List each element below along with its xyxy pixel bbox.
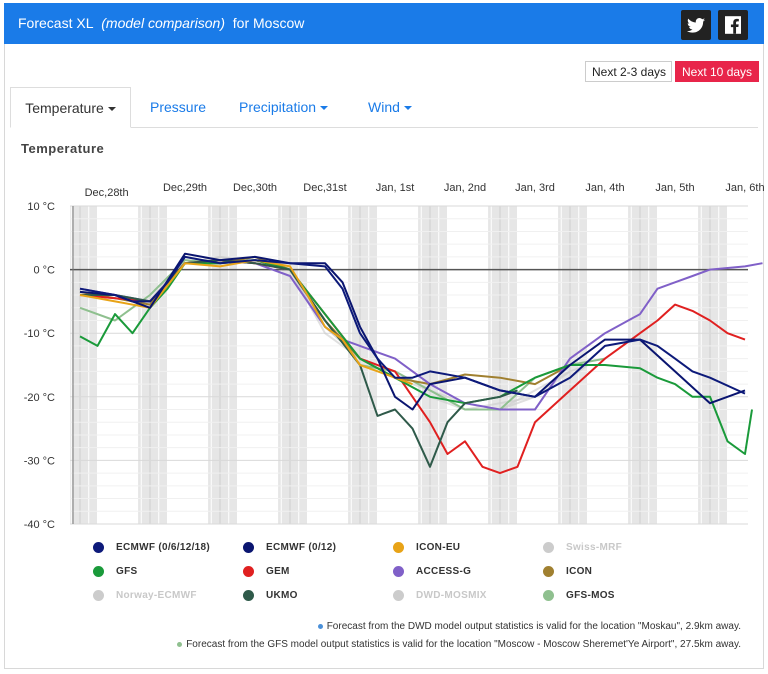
chart-section-title: Temperature: [21, 141, 105, 156]
legend-dot-icon: [93, 566, 104, 577]
legend-label: GFS: [116, 566, 138, 577]
legend-item-ecmwf-0-12-[interactable]: ECMWF (0/12): [243, 542, 336, 553]
title-prefix: Forecast XL: [18, 15, 94, 31]
x-tick-label: Jan, 6th: [725, 182, 764, 194]
gfs-note-text: Forecast from the GFS model output stati…: [186, 639, 741, 650]
y-tick-label: -10 °C: [24, 328, 55, 340]
night-band: [418, 206, 448, 524]
legend-label: Swiss-MRF: [566, 542, 623, 553]
night-band: [208, 206, 238, 524]
y-tick-label: -20 °C: [24, 392, 55, 404]
night-band: [628, 206, 658, 524]
y-tick-label: -30 °C: [24, 455, 55, 467]
night-band: [488, 206, 518, 524]
legend-item-norway-ecmwf[interactable]: Norway-ECMWF: [93, 590, 197, 601]
title-italic: (model comparison): [101, 15, 225, 31]
next-10-days-button[interactable]: Next 10 days: [675, 61, 759, 82]
facebook-icon: [725, 16, 741, 34]
series-line-ecmwf-0-6-12-18-: [79, 255, 746, 398]
chevron-down-icon: [320, 106, 329, 111]
legend-dot-icon: [93, 590, 104, 601]
legend-label: Norway-ECMWF: [116, 590, 197, 601]
night-band: [278, 206, 308, 524]
legend-label: ECMWF (0/12): [266, 542, 337, 553]
legend-label: ACCESS-G: [416, 566, 472, 577]
legend-label: ICON-EU: [416, 542, 461, 553]
y-tick-label: 10 °C: [27, 201, 55, 213]
legend-label: ECMWF (0/6/12/18): [116, 542, 211, 553]
night-band: [138, 206, 168, 524]
night-band: [70, 206, 98, 524]
page-title: Forecast XL (model comparison) for Mosco…: [18, 15, 304, 31]
legend-dot-icon: [243, 542, 254, 553]
tab-precipitation-label: Precipitation: [239, 99, 317, 115]
legend-item-swiss-mrf[interactable]: Swiss-MRF: [543, 542, 622, 553]
legend-item-access-g[interactable]: ACCESS-G: [393, 566, 471, 577]
legend-dot-icon: [393, 542, 404, 553]
y-tick-label: 0 °C: [33, 265, 55, 277]
legend-dot-icon: [93, 542, 104, 553]
legend-item-ukmo[interactable]: UKMO: [243, 590, 298, 601]
tab-pressure-label: Pressure: [150, 99, 207, 115]
legend-label: DWD-MOSMIX: [416, 590, 487, 601]
legend-item-icon-eu[interactable]: ICON-EU: [393, 542, 460, 553]
dwd-note: Forecast from the DWD model output stati…: [317, 621, 741, 632]
tab-temperature-label: Temperature: [25, 100, 104, 116]
tab-temperature[interactable]: Temperature: [10, 87, 131, 128]
x-tick-label: Jan, 5th: [655, 182, 694, 194]
tab-precipitation[interactable]: Precipitation: [239, 87, 329, 127]
twitter-button[interactable]: [681, 10, 711, 40]
chevron-down-icon: [107, 107, 116, 112]
tab-wind-label: Wind: [368, 99, 400, 115]
legend-item-ecmwf-0-6-12-18-[interactable]: ECMWF (0/6/12/18): [93, 542, 210, 553]
legend-dot-icon: [393, 590, 404, 601]
legend-item-gem[interactable]: GEM: [243, 566, 290, 577]
x-tick-label: Dec,29th: [163, 182, 207, 194]
night-band: [698, 206, 728, 524]
chevron-down-icon: [403, 106, 412, 111]
legend-dot-icon: [543, 566, 554, 577]
title-suffix: for Moscow: [232, 15, 305, 31]
series-line-ecmwf-0-12-: [79, 252, 746, 411]
legend-label: GEM: [266, 566, 290, 577]
x-tick-label: Dec,30th: [233, 182, 277, 194]
tab-bar: Temperature Pressure Precipitation Wind: [10, 87, 758, 128]
x-tick-label: Jan, 4th: [585, 182, 624, 194]
legend-label: ICON: [566, 566, 593, 577]
legend-item-icon[interactable]: ICON: [543, 566, 592, 577]
legend-item-dwd-mosmix[interactable]: DWD-MOSMIX: [393, 590, 487, 601]
legend-dot-icon: [243, 590, 254, 601]
x-tick-label: Jan, 3rd: [515, 182, 555, 194]
dwd-note-text: Forecast from the DWD model output stati…: [326, 621, 741, 632]
note-bullet-icon: [177, 641, 183, 647]
legend-dot-icon: [243, 566, 254, 577]
facebook-button[interactable]: [718, 10, 748, 40]
legend-dot-icon: [543, 542, 554, 553]
next-2-3-days-button[interactable]: Next 2-3 days: [585, 61, 672, 82]
legend-label: UKMO: [266, 590, 298, 601]
y-tick-label: -40 °C: [24, 519, 55, 531]
tab-wind[interactable]: Wind: [368, 87, 412, 127]
twitter-icon: [687, 17, 705, 33]
legend-item-gfs[interactable]: GFS: [93, 566, 137, 577]
x-tick-label: Dec,31st: [303, 182, 346, 194]
legend-dot-icon: [543, 590, 554, 601]
legend-item-gfs-mos[interactable]: GFS-MOS: [543, 590, 615, 601]
legend-label: GFS-MOS: [566, 590, 615, 601]
tab-pressure[interactable]: Pressure: [150, 87, 206, 127]
x-tick-label: Jan, 1st: [376, 182, 415, 194]
note-bullet-icon: [317, 623, 323, 629]
x-tick-label: Jan, 2nd: [444, 182, 486, 194]
legend-dot-icon: [393, 566, 404, 577]
x-tick-label: Dec,28th: [85, 187, 129, 199]
header-bar: Forecast XL (model comparison) for Mosco…: [4, 3, 764, 44]
gfs-note: Forecast from the GFS model output stati…: [177, 639, 741, 650]
